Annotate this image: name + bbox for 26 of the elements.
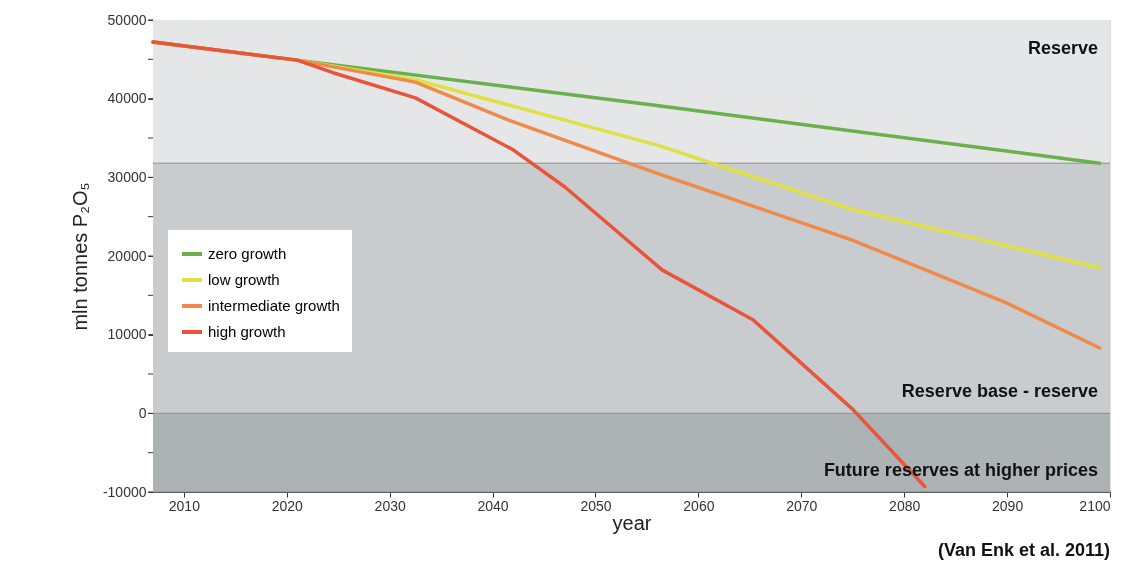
y-tick-label: 20000	[107, 247, 147, 264]
band-label: Reserve base - reserve	[901, 381, 1098, 402]
x-tick-label: 2020	[271, 497, 304, 514]
y-tick-label: 10000	[107, 326, 147, 343]
x-tick-label: 2060	[683, 497, 715, 514]
text: (Van Enk et al. 2011)	[937, 540, 1110, 560]
legend-label: low growth	[208, 271, 280, 288]
x-tick-label: 2090	[992, 497, 1024, 514]
x-tick-label: 2010	[168, 497, 201, 514]
y-tick-label: 0	[138, 404, 147, 421]
band-label: Reserve	[1027, 38, 1098, 58]
x-tick-label: 2100	[1079, 497, 1111, 514]
y-tick-label: 50000	[107, 11, 147, 28]
x-tick-label: 2030	[374, 497, 406, 514]
y-axis-title: mln tonnes P₂O₅	[68, 182, 91, 331]
y-tick-label: 30000	[107, 168, 147, 185]
y-tick-label: 40000	[107, 90, 147, 107]
y-tick-label: -10000	[102, 483, 147, 500]
legend-label: intermediate growth	[208, 297, 340, 314]
x-tick-label: 2040	[477, 497, 509, 514]
x-axis-title: year	[612, 511, 652, 534]
legend-label: zero growth	[208, 245, 287, 262]
x-tick-label: 2080	[889, 497, 921, 514]
x-tick-label: 2050	[580, 497, 612, 514]
legend-label: high growth	[208, 323, 286, 340]
x-tick-label: 2070	[786, 497, 818, 514]
